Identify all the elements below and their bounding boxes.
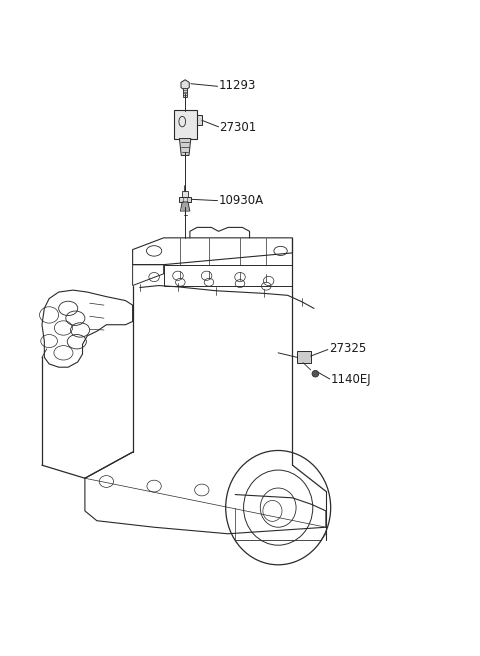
Text: 27325: 27325 bbox=[329, 342, 366, 356]
Text: 27301: 27301 bbox=[219, 121, 257, 134]
Polygon shape bbox=[181, 80, 189, 91]
Polygon shape bbox=[180, 202, 190, 211]
Polygon shape bbox=[179, 197, 192, 202]
Text: 11293: 11293 bbox=[218, 79, 256, 92]
Ellipse shape bbox=[312, 371, 319, 377]
Polygon shape bbox=[182, 192, 188, 197]
Polygon shape bbox=[174, 110, 197, 138]
Text: 10930A: 10930A bbox=[218, 194, 264, 207]
Text: 1140EJ: 1140EJ bbox=[331, 373, 372, 386]
Polygon shape bbox=[183, 89, 187, 96]
Polygon shape bbox=[297, 351, 311, 363]
Polygon shape bbox=[180, 138, 191, 155]
Polygon shape bbox=[197, 115, 202, 125]
